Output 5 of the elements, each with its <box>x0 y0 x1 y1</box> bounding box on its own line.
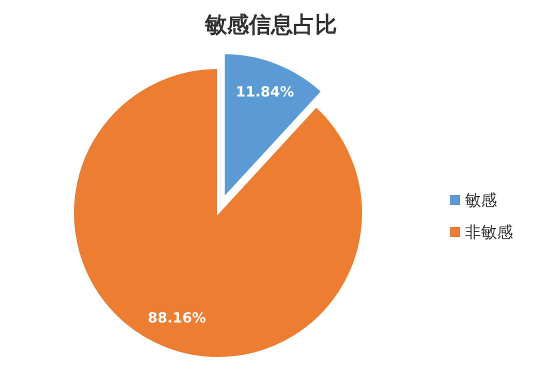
data-label: 11.84% <box>236 84 294 101</box>
chart-title: 敏感信息占比 <box>204 13 337 38</box>
data-label: 88.16% <box>148 310 206 326</box>
legend-label: 非敏感 <box>465 222 513 242</box>
legend-label: 敏感 <box>465 190 497 210</box>
